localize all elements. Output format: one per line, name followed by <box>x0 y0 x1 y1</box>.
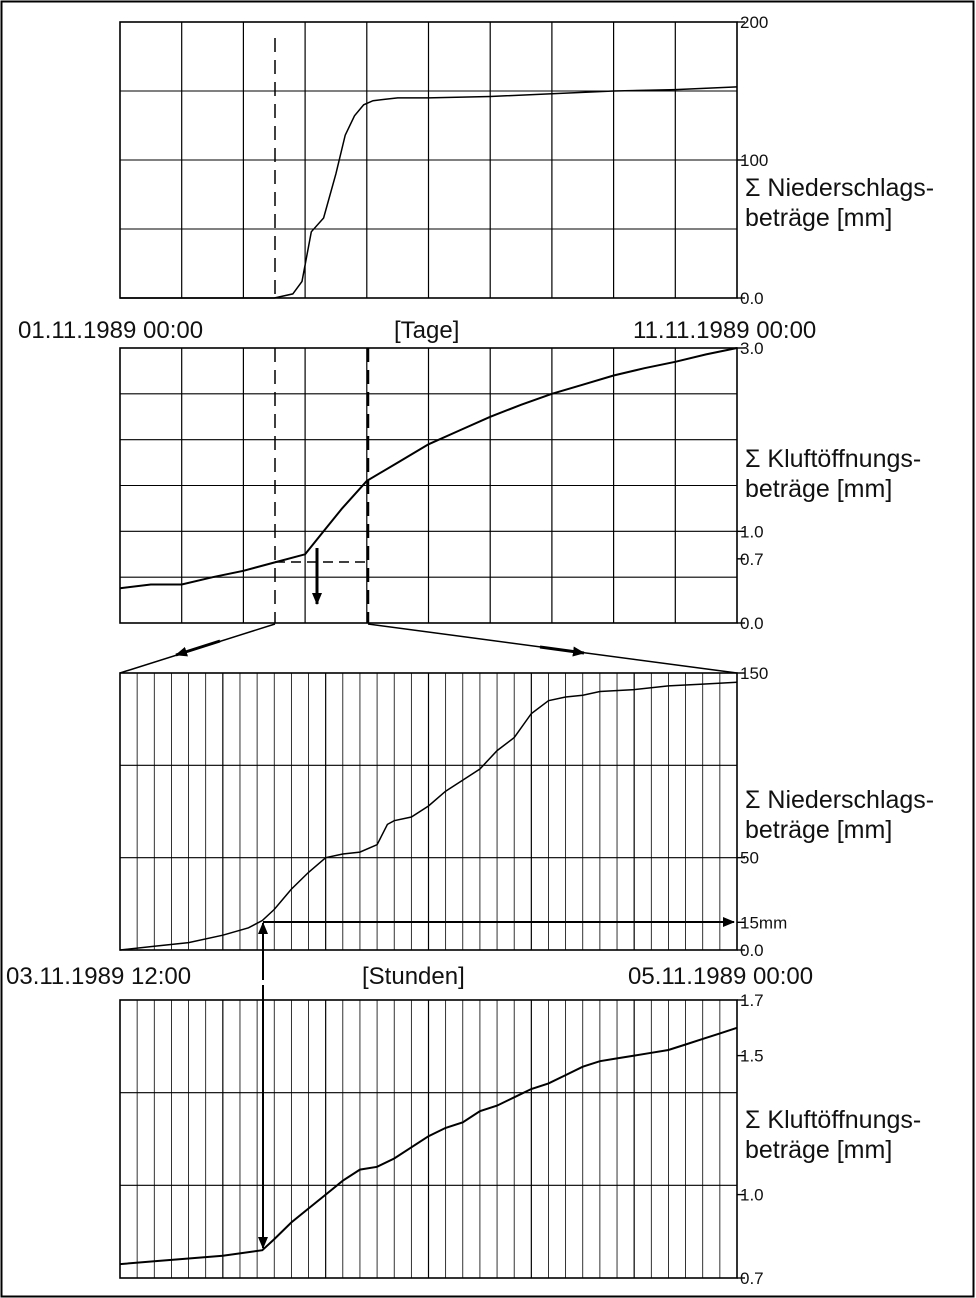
y-tick-label: 200 <box>740 13 768 32</box>
y-ticks: 0.0 15mm 50 150 <box>737 664 787 960</box>
x-start-label: 01.11.1989 00:00 <box>18 317 203 344</box>
grid-lines <box>119 347 738 624</box>
series-line <box>119 347 738 590</box>
y-axis-label-line1: Σ Niederschlags- <box>745 786 934 814</box>
y-axis-label-line1: Σ Kluftöffnungs- <box>745 445 921 473</box>
panel-hourly-joint-opening: 0.7 1.0 1.5 1.7 Σ Kluftöffnungs- beträge [m… <box>119 991 921 1288</box>
x-axis-unit-label: [Tage] <box>394 317 459 344</box>
series-line <box>119 681 738 951</box>
y-tick-label: 50 <box>740 849 759 868</box>
panel-hourly-precipitation: 0.0 15mm 50 150 Σ Niederschlags- beträge [m… <box>119 664 934 960</box>
y-tick-label: 1.0 <box>740 522 764 541</box>
y-ticks: 0.7 1.0 1.5 1.7 <box>737 991 764 1288</box>
panel-daily-precipitation: 0.0 100 200 Σ Niederschlags- beträge [mm] <box>119 13 934 308</box>
y-tick-label: 1.0 <box>740 1186 764 1205</box>
y-tick-label: 3.0 <box>740 339 764 358</box>
y-axis-label-line2: beträge [mm] <box>745 475 892 503</box>
x-start-label: 03.11.1989 12:00 <box>6 963 191 990</box>
y-tick-label: 0.0 <box>740 289 764 308</box>
annotations <box>119 38 738 1249</box>
y-tick-label: 1.5 <box>740 1047 764 1066</box>
panel-daily-joint-opening: 0.0 0.7 1.0 3.0 Σ Kluftöffnungs- beträge [m… <box>119 339 921 633</box>
y-axis-label-line1: Σ Niederschlags- <box>745 174 934 202</box>
y-ticks: 0.0 0.7 1.0 3.0 <box>737 339 764 633</box>
x-axis-unit-label: [Stunden] <box>362 963 465 990</box>
y-axis-label-line2: beträge [mm] <box>745 816 892 844</box>
y-tick-label: 1.7 <box>740 991 764 1010</box>
series-line <box>120 86 738 299</box>
y-tick-label: 0.0 <box>740 614 764 633</box>
y-tick-label: 150 <box>740 664 768 683</box>
grid-lines <box>119 672 738 951</box>
y-ticks: 0.0 100 200 <box>737 13 768 308</box>
y-tick-label: 100 <box>740 151 768 170</box>
y-tick-label: 0.7 <box>740 1269 764 1288</box>
zoom-left-arrow <box>175 639 221 657</box>
y-axis-label-line1: Σ Kluftöffnungs- <box>745 1106 921 1134</box>
zoom-right-arrow <box>539 645 585 657</box>
y-axis-label-line2: beträge [mm] <box>745 1136 892 1164</box>
y-tick-label: 15mm <box>740 913 787 932</box>
y-axis-label-line2: beträge [mm] <box>745 204 892 232</box>
grid-lines <box>119 999 738 1279</box>
y-tick-label: 0.0 <box>740 941 764 960</box>
x-end-label: 11.11.1989 00:00 <box>633 317 816 344</box>
series-line <box>119 1026 738 1266</box>
grid-lines <box>119 21 738 299</box>
x-end-label: 05.11.1989 00:00 <box>628 963 813 990</box>
y-tick-label: 0.7 <box>740 550 764 569</box>
